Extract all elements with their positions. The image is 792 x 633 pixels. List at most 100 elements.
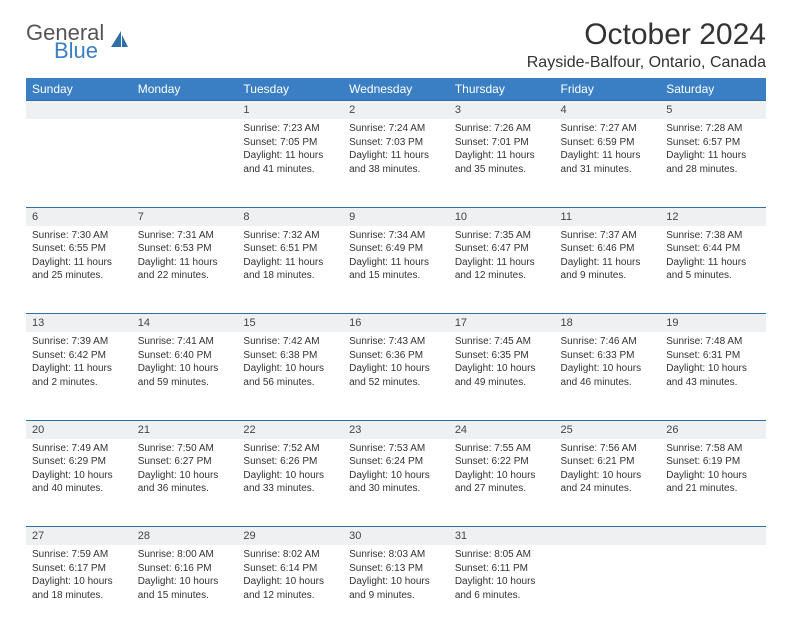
sunrise-text: Sunrise: 7:53 AM	[349, 442, 443, 456]
day-number-cell: 31	[449, 527, 555, 546]
day-cell: Sunrise: 7:45 AMSunset: 6:35 PMDaylight:…	[449, 332, 555, 420]
day-cell: Sunrise: 7:41 AMSunset: 6:40 PMDaylight:…	[132, 332, 238, 420]
sunset-text: Sunset: 6:47 PM	[455, 242, 549, 256]
day-number-cell: 19	[660, 314, 766, 333]
day-number-row: 13141516171819	[26, 314, 766, 333]
sunrise-text: Sunrise: 7:28 AM	[666, 122, 760, 136]
day-number-cell: 1	[237, 101, 343, 120]
day-number-cell	[555, 527, 661, 546]
day-number-cell: 3	[449, 101, 555, 120]
day-number-cell: 28	[132, 527, 238, 546]
weekday-header: Wednesday	[343, 78, 449, 101]
daylight-text: Daylight: 10 hours and 15 minutes.	[138, 575, 232, 602]
sunrise-text: Sunrise: 8:05 AM	[455, 548, 549, 562]
sunrise-text: Sunrise: 7:50 AM	[138, 442, 232, 456]
sunset-text: Sunset: 6:51 PM	[243, 242, 337, 256]
daylight-text: Daylight: 10 hours and 59 minutes.	[138, 362, 232, 389]
sunset-text: Sunset: 6:27 PM	[138, 455, 232, 469]
sunset-text: Sunset: 6:13 PM	[349, 562, 443, 576]
daylight-text: Daylight: 10 hours and 24 minutes.	[561, 469, 655, 496]
sunrise-text: Sunrise: 7:31 AM	[138, 229, 232, 243]
sunrise-text: Sunrise: 8:00 AM	[138, 548, 232, 562]
daylight-text: Daylight: 10 hours and 36 minutes.	[138, 469, 232, 496]
weekday-header-row: Sunday Monday Tuesday Wednesday Thursday…	[26, 78, 766, 101]
sunset-text: Sunset: 6:33 PM	[561, 349, 655, 363]
month-title: October 2024	[527, 18, 766, 52]
day-number-cell: 4	[555, 101, 661, 120]
sunset-text: Sunset: 6:11 PM	[455, 562, 549, 576]
daylight-text: Daylight: 11 hours and 12 minutes.	[455, 256, 549, 283]
sunset-text: Sunset: 6:21 PM	[561, 455, 655, 469]
daylight-text: Daylight: 10 hours and 49 minutes.	[455, 362, 549, 389]
sunset-text: Sunset: 6:36 PM	[349, 349, 443, 363]
weekday-header: Monday	[132, 78, 238, 101]
daylight-text: Daylight: 10 hours and 46 minutes.	[561, 362, 655, 389]
daylight-text: Daylight: 11 hours and 5 minutes.	[666, 256, 760, 283]
day-number-cell: 11	[555, 207, 661, 226]
day-number-cell: 20	[26, 420, 132, 439]
weekday-header: Thursday	[449, 78, 555, 101]
sunset-text: Sunset: 6:55 PM	[32, 242, 126, 256]
day-body-row: Sunrise: 7:39 AMSunset: 6:42 PMDaylight:…	[26, 332, 766, 420]
day-number-cell: 23	[343, 420, 449, 439]
day-number-cell: 15	[237, 314, 343, 333]
day-cell	[26, 119, 132, 207]
sunset-text: Sunset: 7:01 PM	[455, 136, 549, 150]
day-body-row: Sunrise: 7:30 AMSunset: 6:55 PMDaylight:…	[26, 226, 766, 314]
daylight-text: Daylight: 11 hours and 31 minutes.	[561, 149, 655, 176]
location: Rayside-Balfour, Ontario, Canada	[527, 54, 766, 72]
day-cell	[132, 119, 238, 207]
sunrise-text: Sunrise: 7:56 AM	[561, 442, 655, 456]
day-number-cell: 25	[555, 420, 661, 439]
daylight-text: Daylight: 10 hours and 43 minutes.	[666, 362, 760, 389]
sunset-text: Sunset: 6:24 PM	[349, 455, 443, 469]
daylight-text: Daylight: 11 hours and 38 minutes.	[349, 149, 443, 176]
daylight-text: Daylight: 10 hours and 9 minutes.	[349, 575, 443, 602]
sunrise-text: Sunrise: 7:38 AM	[666, 229, 760, 243]
day-number-cell: 12	[660, 207, 766, 226]
sunset-text: Sunset: 6:42 PM	[32, 349, 126, 363]
sunrise-text: Sunrise: 7:59 AM	[32, 548, 126, 562]
daylight-text: Daylight: 10 hours and 40 minutes.	[32, 469, 126, 496]
day-number-cell: 10	[449, 207, 555, 226]
day-number-cell: 29	[237, 527, 343, 546]
sunset-text: Sunset: 7:03 PM	[349, 136, 443, 150]
daylight-text: Daylight: 10 hours and 6 minutes.	[455, 575, 549, 602]
daylight-text: Daylight: 11 hours and 22 minutes.	[138, 256, 232, 283]
sunrise-text: Sunrise: 7:41 AM	[138, 335, 232, 349]
daylight-text: Daylight: 11 hours and 15 minutes.	[349, 256, 443, 283]
title-block: October 2024 Rayside-Balfour, Ontario, C…	[527, 18, 766, 72]
day-cell: Sunrise: 7:42 AMSunset: 6:38 PMDaylight:…	[237, 332, 343, 420]
day-cell: Sunrise: 7:31 AMSunset: 6:53 PMDaylight:…	[132, 226, 238, 314]
day-number-cell: 16	[343, 314, 449, 333]
daylight-text: Daylight: 10 hours and 27 minutes.	[455, 469, 549, 496]
day-cell: Sunrise: 7:37 AMSunset: 6:46 PMDaylight:…	[555, 226, 661, 314]
weekday-header: Saturday	[660, 78, 766, 101]
day-cell: Sunrise: 7:24 AMSunset: 7:03 PMDaylight:…	[343, 119, 449, 207]
sunset-text: Sunset: 6:59 PM	[561, 136, 655, 150]
sunrise-text: Sunrise: 8:03 AM	[349, 548, 443, 562]
day-cell: Sunrise: 8:03 AMSunset: 6:13 PMDaylight:…	[343, 545, 449, 633]
sunrise-text: Sunrise: 7:58 AM	[666, 442, 760, 456]
day-cell: Sunrise: 8:02 AMSunset: 6:14 PMDaylight:…	[237, 545, 343, 633]
day-cell: Sunrise: 7:34 AMSunset: 6:49 PMDaylight:…	[343, 226, 449, 314]
day-cell: Sunrise: 7:59 AMSunset: 6:17 PMDaylight:…	[26, 545, 132, 633]
sunrise-text: Sunrise: 7:42 AM	[243, 335, 337, 349]
daylight-text: Daylight: 10 hours and 21 minutes.	[666, 469, 760, 496]
day-cell: Sunrise: 7:35 AMSunset: 6:47 PMDaylight:…	[449, 226, 555, 314]
daylight-text: Daylight: 10 hours and 56 minutes.	[243, 362, 337, 389]
daylight-text: Daylight: 10 hours and 33 minutes.	[243, 469, 337, 496]
day-number-cell: 17	[449, 314, 555, 333]
day-number-cell: 30	[343, 527, 449, 546]
day-cell: Sunrise: 7:32 AMSunset: 6:51 PMDaylight:…	[237, 226, 343, 314]
day-number-cell: 24	[449, 420, 555, 439]
sunrise-text: Sunrise: 7:35 AM	[455, 229, 549, 243]
sunrise-text: Sunrise: 7:32 AM	[243, 229, 337, 243]
daylight-text: Daylight: 11 hours and 2 minutes.	[32, 362, 126, 389]
day-number-cell: 22	[237, 420, 343, 439]
day-cell: Sunrise: 7:23 AMSunset: 7:05 PMDaylight:…	[237, 119, 343, 207]
daylight-text: Daylight: 11 hours and 41 minutes.	[243, 149, 337, 176]
sunset-text: Sunset: 6:44 PM	[666, 242, 760, 256]
sunset-text: Sunset: 6:53 PM	[138, 242, 232, 256]
day-number-cell	[132, 101, 238, 120]
